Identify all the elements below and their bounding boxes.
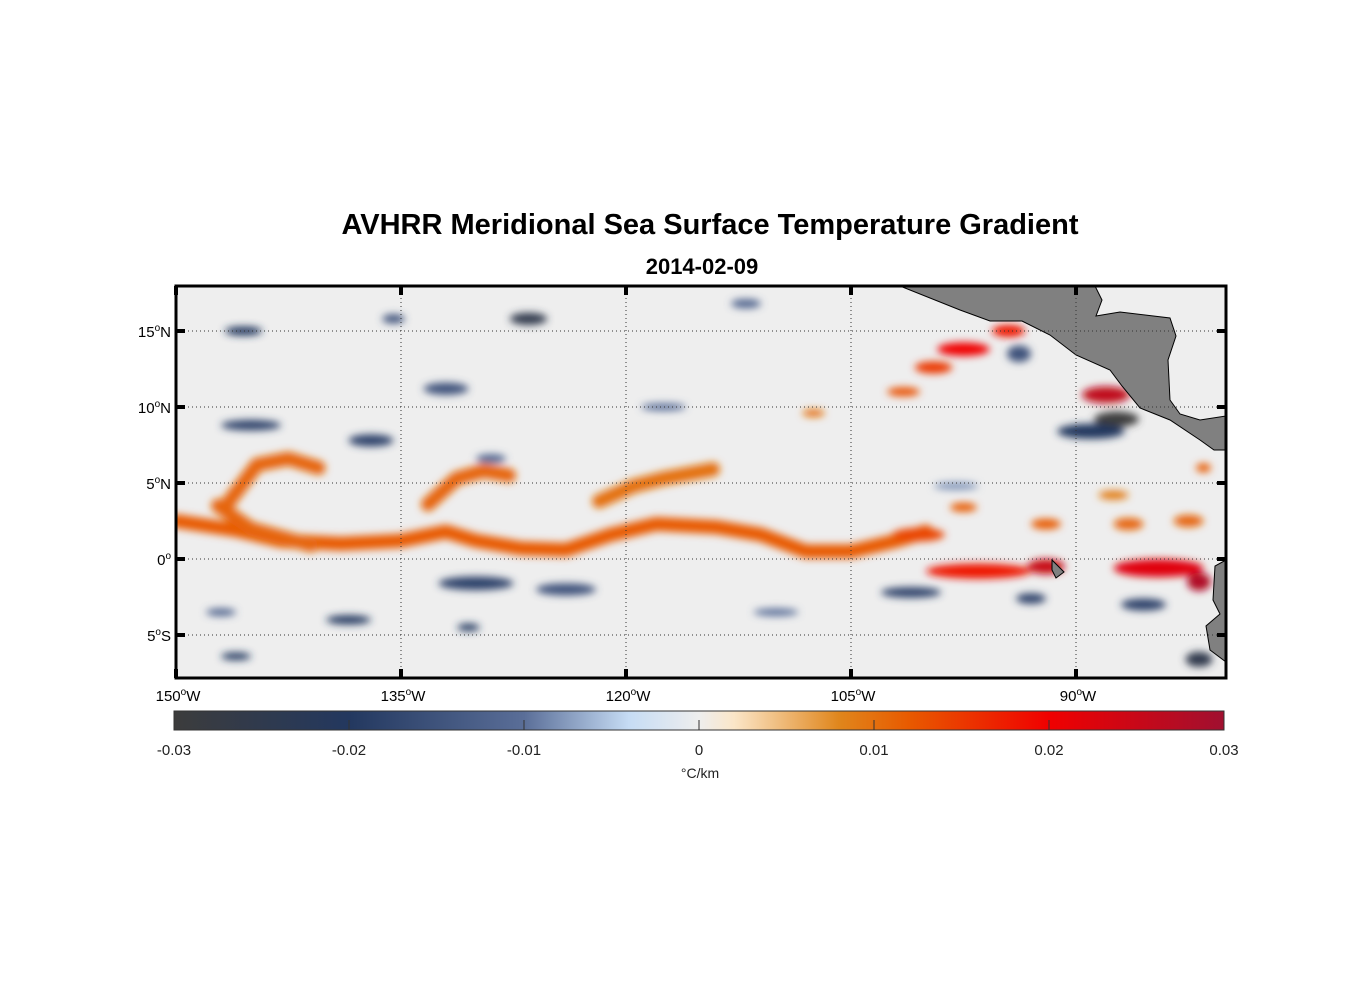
cold-gradient-patch [731, 299, 761, 309]
cold-gradient-patch [457, 623, 480, 632]
y-tick-label: 5oN [146, 475, 171, 493]
cold-gradient-patch [221, 419, 281, 431]
y-tick-label: 10oN [138, 399, 171, 417]
y-tick-mark [1217, 481, 1226, 485]
warm-gradient-patch [1113, 559, 1204, 578]
warm-gradient-patch [926, 563, 1031, 579]
land-galapagos [1051, 558, 1065, 579]
warm-gradient-patch [1098, 490, 1129, 500]
cold-gradient-patch [509, 312, 548, 325]
warm-gradient-patch [1082, 386, 1130, 404]
cold-gradient-patch [881, 587, 941, 598]
colorbar-tick-label: 0.01 [859, 742, 888, 759]
cold-gradient-patch [348, 434, 394, 447]
y-tick-mark [1217, 633, 1226, 637]
cold-gradient-patch [1094, 411, 1139, 427]
y-tick-mark [1217, 557, 1226, 561]
x-tick-mark [849, 669, 853, 678]
warm-gradient-patch [1031, 518, 1061, 530]
cold-gradient-patch [641, 403, 686, 411]
warm-gradient-patch [1187, 572, 1211, 591]
x-tick-label: 120oW [606, 687, 652, 705]
sst-front-4 [211, 498, 318, 553]
cold-gradient-patch [382, 314, 405, 324]
colorbar-tick-label: -0.02 [332, 742, 366, 759]
colorbar-tick-label: 0.02 [1034, 742, 1063, 759]
cold-gradient-patch [438, 576, 514, 591]
y-tick-mark [1217, 329, 1226, 333]
y-tick-label: 0o [157, 551, 171, 569]
cold-gradient-patch [1057, 423, 1125, 439]
warm-gradient-patch [937, 342, 990, 357]
x-tick-label: 90oW [1060, 687, 1097, 705]
warm-gradient-patch [1196, 463, 1211, 473]
x-tick-mark [399, 669, 403, 678]
colorbar-tick-label: 0 [695, 742, 703, 759]
warm-gradient-patch [950, 502, 977, 512]
x-tick-mark [624, 286, 628, 295]
warm-gradient-patch [802, 409, 825, 417]
colorbar-tick-label: 0.03 [1209, 742, 1238, 759]
cold-gradient-patch [476, 454, 506, 464]
chart-subtitle: 2014-02-09 [646, 254, 759, 279]
x-tick-mark [174, 286, 178, 295]
cold-gradient-patch [933, 482, 979, 490]
cold-gradient-patch [423, 382, 469, 395]
cold-gradient-patch [1016, 593, 1046, 604]
sst-front-2 [421, 463, 516, 512]
warm-gradient-patch [892, 527, 945, 542]
y-tick-mark [176, 481, 185, 485]
cold-gradient-patch [1007, 345, 1031, 363]
cold-gradient-patch [536, 583, 596, 596]
cold-gradient-patch [326, 615, 371, 625]
x-tick-mark [624, 669, 628, 678]
y-tick-label: 5oS [147, 627, 171, 645]
x-tick-mark [174, 669, 178, 678]
y-tick-mark [1217, 405, 1226, 409]
warm-gradient-patch [1113, 517, 1144, 531]
sst-front-0 [176, 514, 933, 559]
colorbar-tick-label: -0.03 [157, 742, 191, 759]
cold-gradient-patch [221, 652, 251, 661]
x-tick-label: 105oW [831, 687, 877, 705]
x-tick-mark [1074, 669, 1078, 678]
map-area [176, 286, 1226, 678]
land-central-america [899, 286, 1226, 451]
x-tick-label: 150oW [156, 687, 202, 705]
warm-gradient-patch [1173, 514, 1204, 528]
chart-title: AVHRR Meridional Sea Surface Temperature… [341, 209, 1078, 241]
cold-gradient-patch [1185, 651, 1213, 667]
warm-gradient-patch [914, 361, 953, 374]
warm-gradient-patch [887, 387, 920, 397]
y-tick-mark [176, 633, 185, 637]
cold-gradient-patch [753, 608, 799, 616]
y-tick-mark [176, 329, 185, 333]
x-tick-mark [399, 286, 403, 295]
y-tick-mark [176, 557, 185, 561]
cold-gradient-patch [1121, 598, 1166, 611]
ocean-background [176, 286, 1226, 678]
colorbar-label: °C/km [681, 765, 719, 781]
colorbar-tick-label: -0.01 [507, 742, 541, 759]
cold-gradient-patch [224, 326, 263, 336]
y-tick-label: 15oN [138, 323, 171, 341]
x-tick-label: 135oW [381, 687, 427, 705]
cold-gradient-patch [206, 608, 236, 616]
sst-front-1 [220, 451, 326, 512]
sst-front-3 [592, 462, 720, 509]
x-tick-mark [849, 286, 853, 295]
y-tick-mark [176, 405, 185, 409]
x-tick-mark [1074, 286, 1078, 295]
